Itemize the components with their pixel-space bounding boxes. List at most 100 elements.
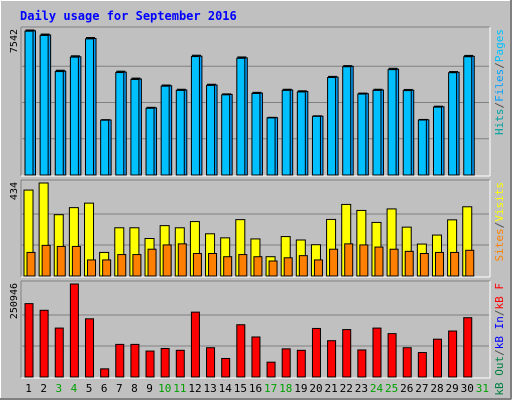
chart-title: Daily usage for September 2016 <box>20 9 237 23</box>
day-label: 30 <box>461 382 474 395</box>
bar-pages <box>327 77 337 176</box>
bar-pages <box>236 57 246 176</box>
bar-pages <box>372 89 382 176</box>
bar-kb-f <box>24 303 34 378</box>
bar-kb-f <box>251 336 261 378</box>
day-label: 13 <box>203 382 216 395</box>
bar-sites <box>71 245 81 277</box>
day-label: 28 <box>430 382 443 395</box>
bar-sites <box>253 256 263 277</box>
legend-item: Files <box>493 69 506 102</box>
day-label: 11 <box>173 382 186 395</box>
bar-kb-f <box>145 350 155 378</box>
bar-kb-f <box>417 352 427 378</box>
day-label: 22 <box>340 382 353 395</box>
day-label: 5 <box>86 382 93 395</box>
legend-item: kB F <box>493 283 506 310</box>
day-label: 31 <box>476 382 489 395</box>
bar-kb-f <box>115 343 125 378</box>
legend-kb-f-in-out: kB Out/kB In/kB F <box>493 283 506 396</box>
bar-sites <box>223 256 233 277</box>
bar-pages <box>145 107 155 176</box>
bar-sites <box>434 251 444 277</box>
bar-kb-f <box>39 309 49 378</box>
bar-pages <box>69 56 79 176</box>
day-label: 12 <box>188 382 201 395</box>
bar-sites <box>374 246 384 277</box>
bar-sites <box>162 244 172 277</box>
bar-pages <box>266 117 276 176</box>
bar-sites <box>419 253 429 277</box>
day-label: 17 <box>264 382 277 395</box>
panel-pages-files-hits: 7542 Hits/Files/Pages <box>9 26 506 177</box>
bar-pages <box>357 93 367 176</box>
bar-kb-f <box>357 349 367 378</box>
bar-sites <box>404 250 414 277</box>
y-max-label: 7542 <box>9 29 20 53</box>
day-label: 24 <box>370 382 384 395</box>
bar-pages <box>54 71 64 176</box>
bar-kb-f <box>281 348 291 378</box>
panel-visits-sites: 434 Sites/Visits <box>9 179 506 278</box>
day-label: 8 <box>131 382 138 395</box>
legend-item: / <box>493 222 506 229</box>
bar-kb-f <box>372 327 382 378</box>
day-label: 14 <box>219 382 233 395</box>
bar-pages <box>190 56 200 176</box>
day-label: 20 <box>309 382 322 395</box>
bar-pages <box>130 78 140 176</box>
bar-pages <box>342 66 352 176</box>
bar-sites <box>87 259 97 277</box>
bar-kb-f <box>236 324 246 378</box>
bar-pages <box>417 119 427 176</box>
day-label: 19 <box>294 382 307 395</box>
bar-pages <box>296 91 306 176</box>
bar-sites <box>344 243 354 277</box>
bar-kb-f <box>100 368 110 378</box>
bar-kb-f <box>206 347 216 378</box>
day-label: 7 <box>116 382 123 395</box>
legend-item: kB In <box>493 316 506 349</box>
bar-pages <box>448 72 458 176</box>
y-max-label: 250946 <box>9 283 20 319</box>
bar-sites <box>192 253 202 277</box>
bar-kb-f <box>463 317 473 378</box>
day-label: 10 <box>158 382 171 395</box>
day-label: 23 <box>355 382 368 395</box>
bar-kb-f <box>342 329 352 378</box>
legend-item: / <box>493 349 506 356</box>
bar-sites <box>117 254 127 277</box>
bar-sites <box>268 260 278 277</box>
bar-kb-f <box>85 318 95 378</box>
bar-kb-f <box>221 357 231 378</box>
bar-sites <box>465 249 475 277</box>
bar-pages <box>85 38 95 176</box>
bar-sites <box>56 245 66 277</box>
bar-pages <box>311 115 321 176</box>
bar-kb-f <box>54 327 64 378</box>
legend-pages-files-hits: Hits/Files/Pages <box>493 29 506 135</box>
bar-sites <box>147 248 157 277</box>
legend-item: Visits <box>493 182 506 222</box>
day-label: 27 <box>415 382 428 395</box>
legend-item: Sites <box>493 228 506 261</box>
bar-kb-f <box>311 327 321 378</box>
day-label: 15 <box>234 382 247 395</box>
bar-pages <box>221 94 231 176</box>
bar-sites <box>298 255 308 277</box>
bar-sites <box>132 254 142 277</box>
bar-sites <box>450 251 460 277</box>
bar-kb-f <box>190 311 200 378</box>
day-axis-labels: 1 2 3 4 5 6 7 8 9 10 11 12 13 14 15 16 17 18 19 20 21 22 23 24 2… <box>25 382 489 395</box>
day-label: 18 <box>279 382 292 395</box>
bar-kb-f <box>387 333 397 378</box>
bar-kb-f <box>432 338 442 378</box>
day-label: 1 <box>25 382 32 395</box>
bar-pages <box>206 84 216 176</box>
bar-pages <box>463 56 473 176</box>
bar-kb-f <box>130 343 140 378</box>
bar-pages <box>251 92 261 176</box>
